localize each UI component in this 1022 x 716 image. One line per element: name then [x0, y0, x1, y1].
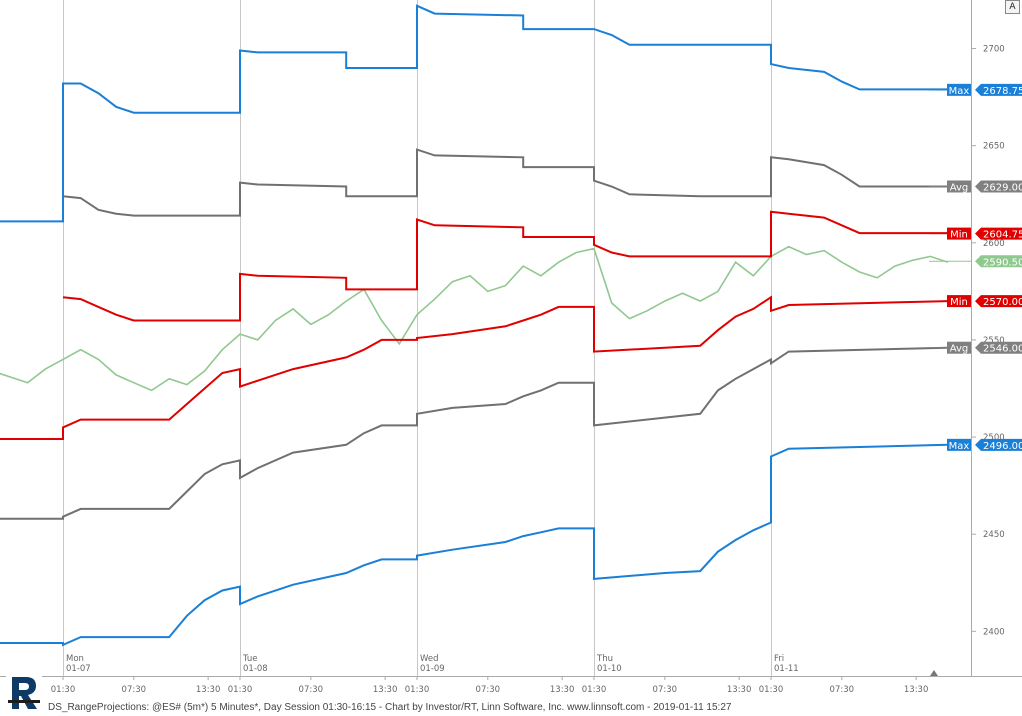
marker-label: Avg	[950, 344, 969, 355]
day-name-label: Mon	[66, 654, 84, 664]
day-name-label: Wed	[420, 654, 439, 664]
projection-line	[0, 4, 948, 223]
y-tick-label: 2650	[983, 142, 1005, 152]
y-tick-label: 2600	[983, 239, 1005, 249]
marker-value-box	[975, 180, 1022, 193]
marker-label: Avg	[950, 182, 969, 193]
x-tick-label: 07:30	[122, 685, 147, 695]
y-tick-label: 2550	[983, 336, 1005, 346]
logo-icon	[6, 674, 42, 712]
day-name-label: Tue	[242, 654, 258, 664]
x-tick-label: 13:30	[373, 685, 398, 695]
price-marker: Min 2570.00	[929, 295, 1022, 308]
marker-value-box	[975, 255, 1022, 268]
price-marker: Avg 2629.00	[929, 180, 1022, 193]
projection-line	[62, 210, 948, 322]
projection-line	[0, 346, 949, 520]
marker-label: Min	[950, 297, 968, 308]
price-axis: 2400 2450 2500 2550 2600 2650 2700	[0, 0, 1022, 677]
marker-label-box	[947, 83, 971, 96]
x-tick-label: 07:30	[299, 685, 324, 695]
marker-label: Min	[950, 230, 968, 241]
marker-value: 2604.75	[983, 230, 1022, 241]
marker-value-box	[975, 83, 1022, 96]
chart-footer: DS_RangeProjections: @ES# (5m*) 5 Minute…	[48, 702, 732, 713]
y-tick-label: 2700	[983, 45, 1005, 55]
day-date-label: 01-11	[774, 664, 799, 674]
marker-label-box	[947, 227, 971, 240]
day-date-label: 01-10	[597, 664, 622, 674]
x-tick-label: 07:30	[476, 685, 501, 695]
x-tick-label: 01:30	[51, 685, 76, 695]
marker-value: 2590.50	[983, 257, 1022, 268]
x-tick-label: 13:30	[550, 685, 575, 695]
day-date-label: 01-08	[243, 664, 268, 674]
marker-value: 2546.00	[983, 344, 1022, 355]
x-tick-label: 13:30	[904, 685, 929, 695]
x-tick-label: 01:30	[759, 685, 784, 695]
marker-label-box	[947, 438, 971, 451]
x-tick-label: 01:30	[405, 685, 430, 695]
day-date-label: 01-09	[420, 664, 445, 674]
plot-series	[0, 4, 949, 647]
marker-label: Max	[949, 441, 970, 452]
marker-label-box	[947, 180, 971, 193]
marker-value-box	[975, 227, 1022, 240]
marker-tags: Max 2678.75 Avg 2629.00 Min 2604.75 2590.50 Min…	[929, 83, 1022, 452]
projection-line	[0, 443, 949, 647]
price-marker: 2590.50	[929, 255, 1022, 268]
marker-label-box	[947, 341, 971, 354]
day-name-label: Fri	[774, 654, 784, 664]
y-tick-label: 2500	[983, 433, 1005, 443]
projection-line	[0, 295, 949, 440]
x-tick-label: 07:30	[653, 685, 678, 695]
x-tick-label: 01:30	[228, 685, 253, 695]
marker-label-box	[947, 295, 971, 308]
scroll-marker-icon[interactable]	[930, 670, 938, 676]
marker-value-box	[975, 341, 1022, 354]
marker-label: Max	[949, 86, 970, 97]
marker-value-box	[975, 438, 1022, 451]
price-marker: Max 2678.75	[929, 83, 1022, 97]
day-date-label: 01-07	[66, 664, 91, 674]
x-tick-label: 07:30	[830, 685, 855, 695]
x-tick-label: 13:30	[196, 685, 221, 695]
marker-value-box	[975, 295, 1022, 308]
marker-value: 2678.75	[983, 86, 1022, 97]
y-tick-label: 2450	[983, 530, 1005, 540]
marker-value: 2496.00	[983, 441, 1022, 452]
y-tick-label: 2400	[983, 627, 1005, 637]
projection-line	[62, 148, 948, 217]
price-marker: Min 2604.75	[929, 227, 1022, 241]
x-tick-label: 01:30	[582, 685, 607, 695]
marker-value: 2570.00	[983, 297, 1022, 308]
price-marker: Avg 2546.00	[929, 341, 1022, 355]
price-line	[0, 245, 949, 392]
price-marker: Max 2496.00	[929, 438, 1022, 452]
day-name-label: Thu	[596, 654, 613, 664]
autoscale-button[interactable]: A	[1005, 0, 1020, 14]
x-tick-label: 13:30	[727, 685, 752, 695]
marker-value: 2629.00	[983, 182, 1022, 193]
